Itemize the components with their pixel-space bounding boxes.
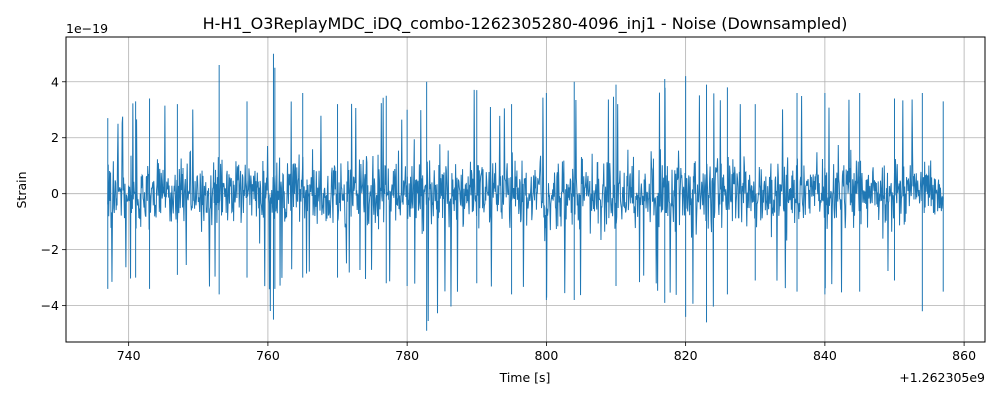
y-tick-label: 0	[51, 186, 59, 201]
x-axis-label: Time [s]	[499, 370, 551, 385]
x-tick-label: 860	[952, 348, 976, 363]
chart-title: H-H1_O3ReplayMDC_iDQ_combo-1262305280-40…	[203, 14, 848, 34]
x-tick-label: 840	[813, 348, 837, 363]
x-tick-label: 740	[117, 348, 141, 363]
y-tick-label: −2	[41, 242, 59, 257]
y-tick-label: −4	[41, 298, 59, 313]
ticks: 740 760 780 800 820 840 860 −4 −2 0 2 4	[41, 74, 977, 363]
x-tick-label: 780	[395, 348, 419, 363]
plot-area	[107, 53, 944, 331]
y-axis-scale-label: 1e−19	[66, 21, 108, 36]
y-tick-label: 4	[51, 74, 59, 89]
x-axis-offset-label: +1.262305e9	[899, 370, 985, 385]
x-tick-label: 820	[674, 348, 698, 363]
axes-frame	[65, 36, 986, 343]
y-axis-label: Strain	[14, 171, 29, 208]
y-tick-label: 2	[51, 130, 59, 145]
x-tick-label: 800	[534, 348, 558, 363]
x-tick-label: 760	[256, 348, 280, 363]
